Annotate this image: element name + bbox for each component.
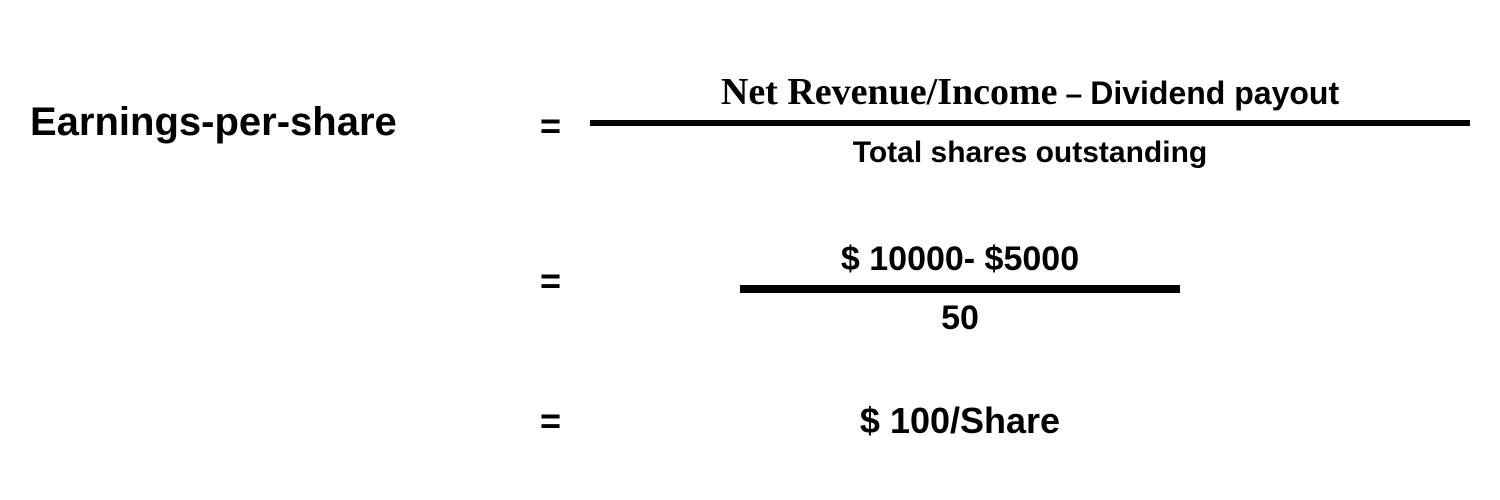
equals-2: = <box>540 260 561 302</box>
equals-3: = <box>540 400 561 442</box>
minus-sign: – <box>1066 78 1083 112</box>
numerator-term-2: Dividend payout <box>1090 75 1339 112</box>
lhs-label: Earnings-per-share <box>30 100 397 145</box>
fraction-1: Net Revenue/Income – Dividend payout Tot… <box>590 70 1470 170</box>
fraction-1-denominator: Total shares outstanding <box>590 136 1470 170</box>
fraction-2-numerator: $ 10000- $5000 <box>740 240 1180 279</box>
numerator-term-1: Net Revenue/Income <box>721 70 1058 114</box>
fraction-2-bar <box>740 285 1180 293</box>
fraction-2: $ 10000- $5000 50 <box>740 240 1180 338</box>
fraction-2-denominator: 50 <box>740 299 1180 338</box>
equals-1: = <box>540 105 561 147</box>
formula-canvas: Earnings-per-share = Net Revenue/Income … <box>0 0 1500 500</box>
fraction-1-numerator: Net Revenue/Income – Dividend payout <box>590 70 1470 114</box>
fraction-1-bar <box>590 120 1470 126</box>
result-value: $ 100/Share <box>740 400 1180 442</box>
